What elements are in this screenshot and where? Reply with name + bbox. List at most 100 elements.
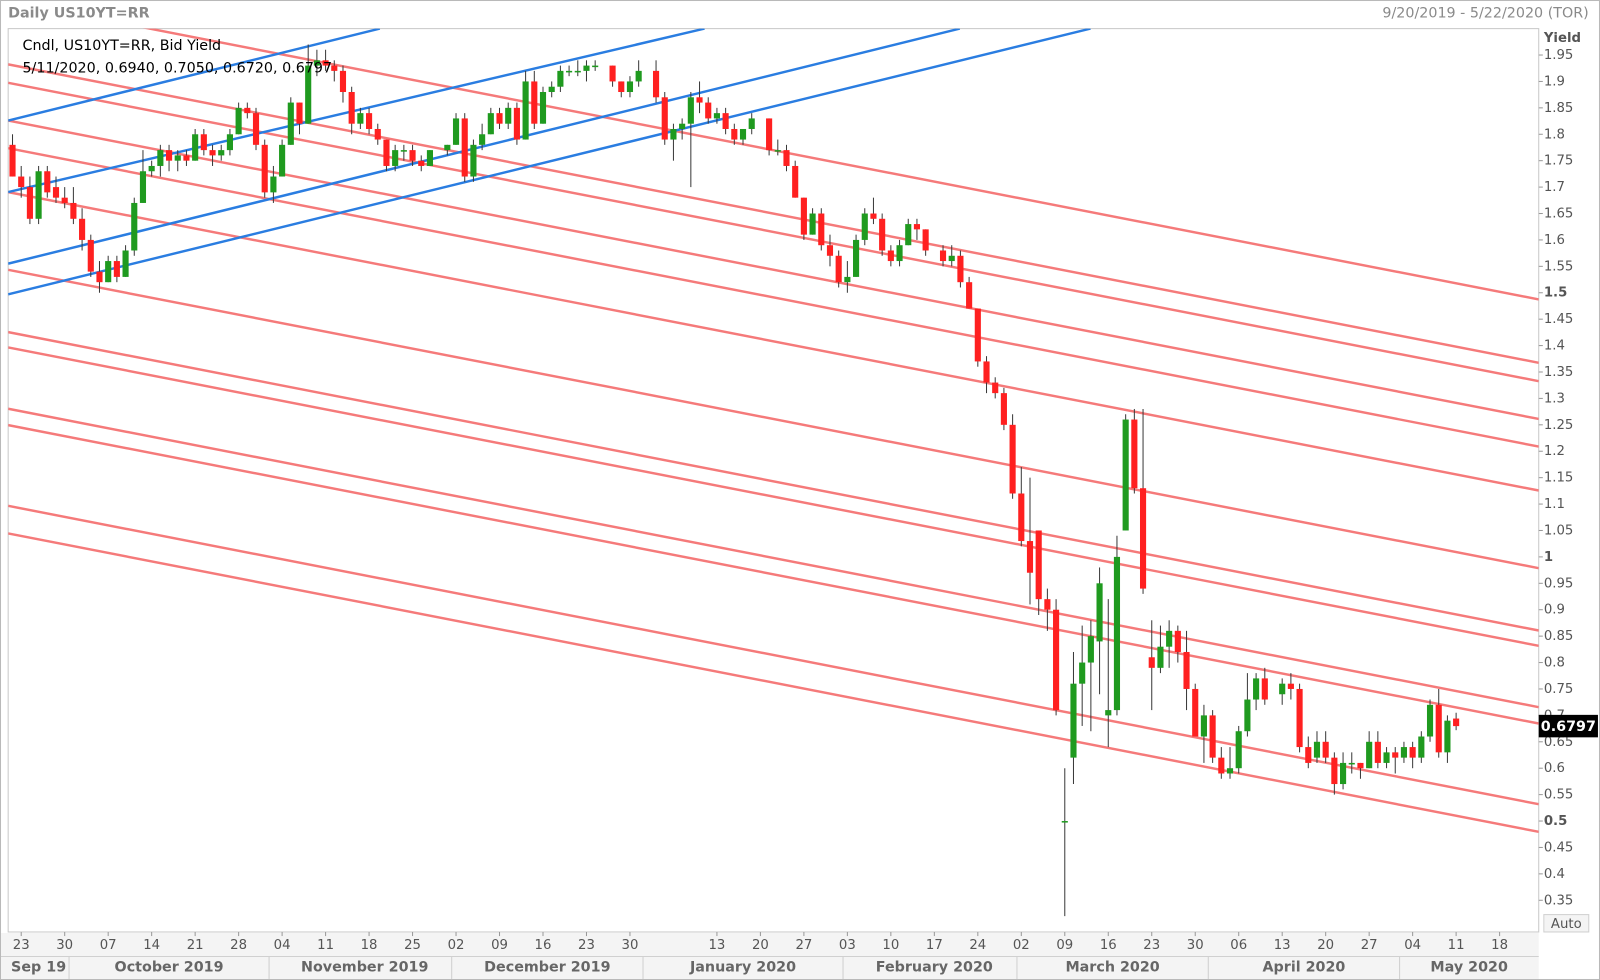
- candle-body: [679, 123, 686, 129]
- candle-body: [52, 187, 60, 198]
- y-tick-label: 0.4: [1544, 867, 1565, 882]
- y-tick-label: 1.8: [1544, 127, 1565, 142]
- candle-body: [1200, 715, 1207, 737]
- y-tick-label: 1.15: [1544, 471, 1574, 486]
- trendline: [8, 504, 1539, 806]
- candle-body: [148, 165, 155, 172]
- candle-body: [618, 81, 625, 93]
- y-tick-label: 1.95: [1544, 48, 1574, 63]
- candle-body: [87, 239, 94, 272]
- axes: 0.350.40.450.50.550.60.650.70.750.80.850…: [11, 48, 1598, 979]
- x-tick-label: 03: [839, 938, 856, 953]
- y-tick-label: 0.65: [1544, 735, 1574, 750]
- month-label: December 2019: [484, 960, 610, 976]
- candle-body: [974, 308, 981, 362]
- candle-body: [1113, 556, 1121, 711]
- trendline: [8, 28, 1091, 296]
- x-tick-label: 10: [882, 938, 899, 953]
- candle-body: [1426, 704, 1434, 737]
- trendline: [8, 407, 1539, 709]
- candle-body: [1096, 583, 1103, 642]
- month-label: February 2020: [876, 960, 993, 976]
- trendline: [8, 532, 1539, 834]
- y-tick-label: 1.05: [1544, 523, 1574, 538]
- x-tick-label: 02: [448, 938, 465, 953]
- candle-body: [1435, 704, 1442, 753]
- candle-body: [461, 118, 468, 177]
- candle-body: [1305, 747, 1312, 763]
- candle-body: [487, 113, 494, 135]
- x-tick-label: 23: [13, 938, 30, 953]
- candle-body: [939, 250, 947, 262]
- candle-body: [383, 139, 390, 166]
- x-tick-label: 20: [1317, 938, 1334, 953]
- candle-body: [948, 255, 955, 262]
- candle-body: [392, 150, 399, 166]
- x-tick-label: 11: [317, 938, 334, 953]
- candle-body: [18, 176, 25, 188]
- candle-body: [1340, 762, 1347, 785]
- candle-body: [1313, 741, 1321, 758]
- x-tick-label: 11: [1448, 938, 1465, 953]
- candle-body: [826, 245, 834, 256]
- candle-body: [400, 150, 407, 152]
- trendline: [8, 28, 705, 194]
- candle-body: [418, 160, 425, 166]
- candles: [9, 44, 1460, 917]
- candle-body: [366, 113, 373, 129]
- candle-body: [896, 245, 903, 262]
- candle-body: [1035, 530, 1042, 600]
- candle-body: [809, 213, 816, 235]
- candle-body: [966, 282, 973, 309]
- y-tick-label: 1.2: [1544, 444, 1565, 459]
- auto-button-bg[interactable]: [1543, 914, 1590, 933]
- candle-body: [635, 70, 642, 82]
- y-tick-label: 1.75: [1544, 154, 1574, 169]
- y-tick-label: 0.8: [1544, 656, 1565, 671]
- candle-body: [687, 97, 694, 124]
- candle-body: [1235, 731, 1242, 769]
- candle-body: [235, 107, 242, 135]
- month-label: May 2020: [1430, 960, 1508, 976]
- y-tick-label: 1.7: [1544, 180, 1565, 195]
- candle-body: [792, 165, 799, 198]
- candle-body: [1392, 752, 1399, 758]
- candle-body: [1061, 821, 1068, 823]
- x-axis-panel: [1, 932, 1539, 979]
- trendline: [8, 190, 1539, 492]
- date-range: 9/20/2019 - 5/22/2020 (TOR): [1382, 5, 1588, 21]
- x-tick-label: 13: [708, 938, 725, 953]
- auto-button-label[interactable]: Auto: [1551, 917, 1582, 932]
- candle-body: [1131, 419, 1138, 489]
- y-tick-label: 0.6: [1544, 761, 1565, 776]
- candle-body: [774, 150, 781, 152]
- candle-body: [1053, 609, 1060, 711]
- candle-body: [626, 81, 634, 93]
- candle-body: [1026, 541, 1034, 573]
- candle-body: [261, 144, 268, 193]
- candle-body: [1139, 488, 1147, 589]
- candle-body: [739, 128, 747, 140]
- x-tick-label: 07: [100, 938, 117, 953]
- auto-button[interactable]: Auto: [1543, 914, 1590, 933]
- candle-body: [1331, 757, 1338, 785]
- month-label: April 2020: [1262, 960, 1345, 976]
- candle-body: [1079, 662, 1086, 684]
- x-tick-label: 30: [1187, 938, 1204, 953]
- candle-body: [1400, 747, 1408, 758]
- candle-body: [374, 128, 381, 140]
- y-tick-label: 1.35: [1544, 365, 1574, 380]
- y-tick-label: 1.5: [1544, 286, 1567, 301]
- candle-body: [1244, 699, 1251, 732]
- candle-body: [426, 150, 434, 166]
- candle-body: [252, 113, 260, 145]
- x-tick-label: 23: [1143, 938, 1160, 953]
- candle-body: [165, 150, 173, 161]
- candle-body: [1409, 747, 1416, 758]
- candle-body: [1044, 599, 1051, 610]
- trendline: [8, 268, 1539, 570]
- candle-body: [557, 70, 564, 87]
- candle-body: [957, 255, 964, 283]
- candle-body: [174, 155, 181, 161]
